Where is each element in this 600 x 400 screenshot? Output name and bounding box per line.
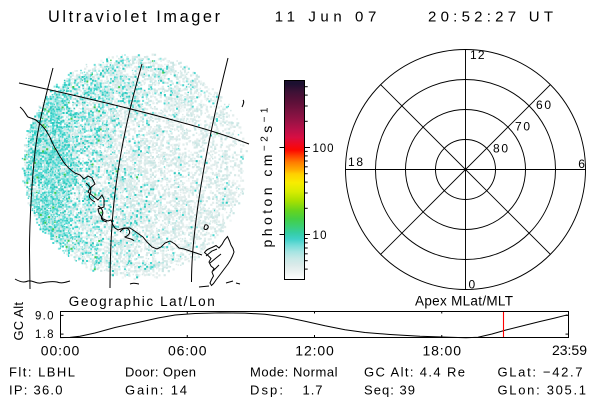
svg-text:IP: 36.0: IP: 36.0	[9, 383, 63, 398]
svg-text:photon cm−2s−1: photon cm−2s−1	[259, 107, 275, 247]
svg-text:Apex MLat/MLT: Apex MLat/MLT	[415, 294, 513, 309]
svg-text:1.7: 1.7	[303, 383, 323, 398]
svg-text:12: 12	[470, 48, 485, 62]
svg-text:GLat: −42.7: GLat: −42.7	[498, 365, 583, 380]
svg-text:70: 70	[515, 120, 530, 134]
svg-text:Flt: LBHL: Flt: LBHL	[9, 365, 75, 380]
svg-text:GC Alt: GC Alt	[11, 302, 26, 341]
svg-text:Geographic Lat/Lon: Geographic Lat/Lon	[69, 294, 215, 309]
svg-text:1.8: 1.8	[35, 329, 54, 341]
svg-text:Seq: 39: Seq: 39	[364, 383, 415, 398]
svg-text:0: 0	[469, 278, 476, 292]
svg-text:6: 6	[578, 157, 585, 171]
svg-text:18:00: 18:00	[423, 343, 462, 359]
svg-text:80: 80	[493, 142, 508, 156]
svg-text:12:00: 12:00	[295, 343, 334, 359]
svg-text:GC Alt: 4.4 Re: GC Alt: 4.4 Re	[364, 365, 465, 380]
svg-text:Door: Open: Door: Open	[125, 365, 196, 380]
svg-text:11 Jun 07: 11 Jun 07	[275, 8, 377, 25]
svg-text:23:59: 23:59	[552, 342, 587, 358]
svg-text:Mode: Normal: Mode: Normal	[250, 365, 338, 380]
svg-text:Dsp:: Dsp:	[250, 383, 283, 398]
svg-text:10: 10	[313, 230, 327, 242]
svg-text:100: 100	[313, 143, 334, 155]
svg-text:20:52:27 UT: 20:52:27 UT	[428, 8, 553, 25]
svg-text:GLon: 305.1: GLon: 305.1	[498, 383, 587, 398]
svg-text:Ultraviolet Imager: Ultraviolet Imager	[48, 8, 221, 26]
svg-text:06:00: 06:00	[168, 343, 207, 359]
svg-text:60: 60	[536, 98, 551, 112]
svg-text:9.0: 9.0	[35, 310, 54, 322]
svg-text:00:00: 00:00	[41, 343, 80, 359]
svg-text:Gain: 14: Gain: 14	[125, 383, 187, 398]
svg-text:18: 18	[348, 155, 363, 169]
